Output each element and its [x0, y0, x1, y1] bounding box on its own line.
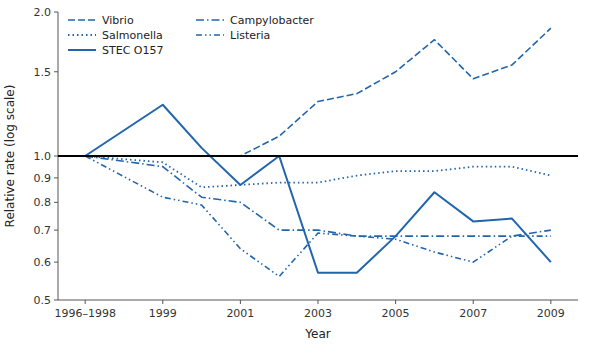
y-tick-label: 0.5 — [34, 294, 52, 307]
plot-area — [58, 28, 578, 276]
y-tick-label: 0.9 — [34, 172, 52, 185]
y-tick — [54, 71, 58, 72]
series-line — [85, 105, 551, 273]
y-tick-label: 0.7 — [34, 224, 52, 237]
x-tick-label: 2007 — [459, 307, 487, 320]
legend: Vibrio Salmonella STEC O157 Campylobacter Li… — [68, 14, 314, 57]
y-tick — [54, 262, 58, 263]
legend-label: Campylobacter — [230, 14, 314, 27]
legend-label: STEC O157 — [102, 44, 163, 57]
legend-label: Listeria — [230, 29, 270, 42]
x-tick — [395, 300, 396, 304]
series-line — [85, 28, 551, 156]
y-tick-label: 1.5 — [34, 66, 52, 79]
chart: 0.5 0.6 0.7 0.8 0.9 1.0 1.5 2.0 1996–1998 1999 200… — [0, 0, 592, 346]
x-tick-label: 2001 — [226, 307, 254, 320]
y-tick-label: 2.0 — [34, 6, 52, 19]
y-tick — [54, 230, 58, 231]
y-tick — [54, 156, 58, 157]
series-line — [85, 156, 551, 276]
y-tick — [54, 177, 58, 178]
y-tick — [54, 12, 58, 13]
x-tick-label: 2005 — [382, 307, 410, 320]
y-tick-label: 0.8 — [34, 196, 52, 209]
x-tick — [318, 300, 319, 304]
y-tick — [54, 300, 58, 301]
y-axis-label: Relative rate (log scale) — [3, 85, 17, 228]
x-tick — [85, 300, 86, 304]
x-tick-label: 2003 — [304, 307, 332, 320]
x-tick-label: 2009 — [537, 307, 565, 320]
series-line — [85, 156, 551, 187]
x-tick — [473, 300, 474, 304]
axes: 0.5 0.6 0.7 0.8 0.9 1.0 1.5 2.0 1996–1998 1999 200… — [34, 6, 579, 320]
x-tick-label: 1999 — [149, 307, 177, 320]
legend-label: Vibrio — [102, 14, 134, 27]
series-line — [85, 156, 551, 236]
legend-swatch — [68, 34, 96, 36]
legend-swatch — [68, 19, 96, 21]
legend-label: Salmonella — [102, 29, 163, 42]
y-tick-label: 1.0 — [34, 150, 52, 163]
reference-line — [58, 155, 578, 157]
legend-swatch — [196, 34, 224, 36]
x-tick — [550, 300, 551, 304]
x-tick — [240, 300, 241, 304]
y-tick-label: 0.6 — [34, 256, 52, 269]
x-tick — [162, 300, 163, 304]
legend-swatch — [68, 49, 96, 51]
x-axis-label: Year — [304, 327, 330, 341]
y-tick — [54, 202, 58, 203]
x-tick-label: 1996–1998 — [54, 307, 116, 320]
legend-swatch — [196, 19, 224, 21]
